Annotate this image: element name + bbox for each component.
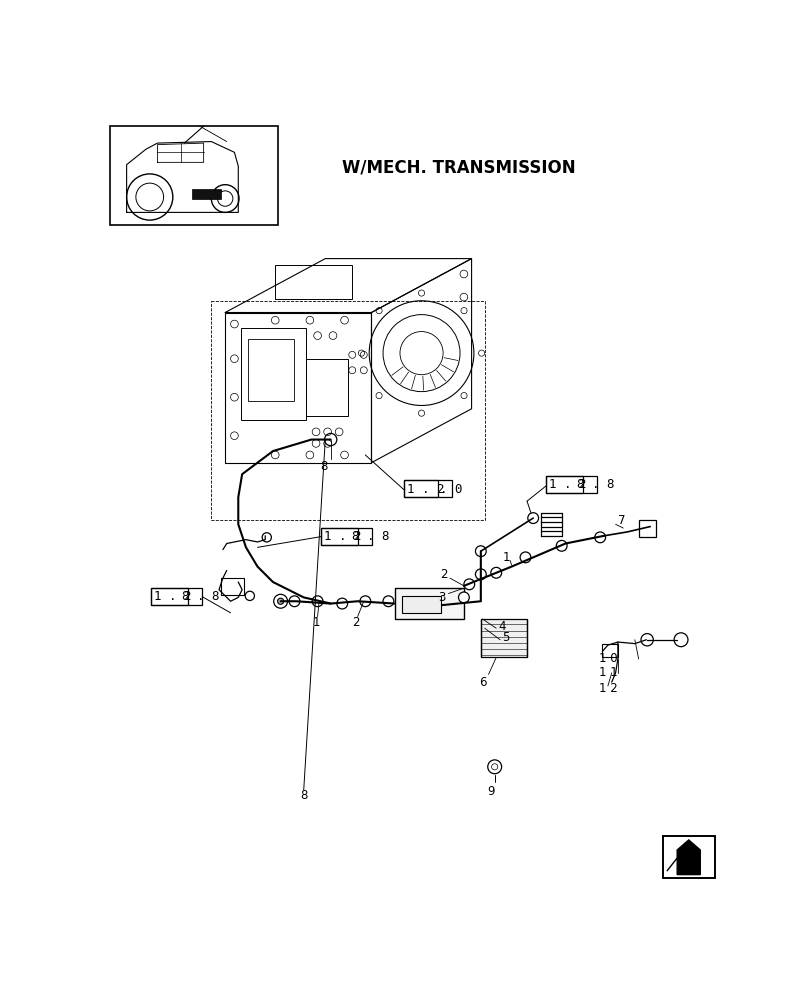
Text: 8 . 8: 8 . 8 bbox=[577, 478, 614, 491]
Text: 1: 1 bbox=[312, 616, 320, 629]
Circle shape bbox=[311, 596, 323, 607]
Circle shape bbox=[337, 598, 347, 609]
Text: 1 1: 1 1 bbox=[598, 666, 616, 679]
Bar bbox=[403, 480, 437, 497]
Text: 8 . 8: 8 . 8 bbox=[352, 530, 389, 543]
Bar bbox=[248, 339, 294, 401]
Bar bbox=[225, 312, 371, 463]
Circle shape bbox=[490, 567, 501, 578]
Text: . 0: . 0 bbox=[440, 483, 462, 496]
Bar bbox=[546, 476, 582, 493]
Bar bbox=[662, 836, 714, 878]
Circle shape bbox=[556, 540, 566, 551]
Text: 1 0: 1 0 bbox=[598, 652, 616, 666]
Bar bbox=[151, 588, 202, 605]
Circle shape bbox=[475, 569, 486, 580]
Bar bbox=[151, 588, 188, 605]
Text: 6: 6 bbox=[478, 676, 486, 689]
Bar bbox=[638, 520, 654, 537]
Bar bbox=[321, 528, 358, 545]
Circle shape bbox=[383, 596, 393, 607]
Bar bbox=[211, 301, 485, 520]
Text: W/MECH. TRANSMISSION: W/MECH. TRANSMISSION bbox=[341, 159, 575, 177]
Text: 1 . 2: 1 . 2 bbox=[548, 478, 586, 491]
Circle shape bbox=[594, 532, 605, 543]
Bar bbox=[221, 578, 243, 595]
Bar bbox=[321, 528, 371, 545]
Text: 2: 2 bbox=[440, 568, 447, 581]
Text: 5: 5 bbox=[502, 631, 509, 644]
Text: 2: 2 bbox=[352, 616, 359, 629]
Bar bbox=[192, 189, 221, 199]
Bar bbox=[546, 476, 596, 493]
Polygon shape bbox=[676, 840, 699, 875]
Bar bbox=[662, 836, 714, 878]
Text: 4: 4 bbox=[498, 620, 505, 633]
Circle shape bbox=[359, 596, 371, 607]
Text: 7: 7 bbox=[617, 514, 624, 527]
Circle shape bbox=[289, 596, 299, 607]
Text: 1: 1 bbox=[502, 551, 509, 564]
Bar bbox=[240, 328, 306, 420]
Bar bbox=[401, 596, 440, 613]
Text: 8: 8 bbox=[320, 460, 328, 473]
Bar bbox=[306, 359, 348, 416]
Text: 1 2: 1 2 bbox=[598, 682, 616, 695]
Text: 9: 9 bbox=[487, 785, 494, 798]
Text: 3: 3 bbox=[438, 591, 445, 604]
Bar bbox=[403, 480, 451, 497]
Circle shape bbox=[520, 552, 530, 563]
Bar bbox=[275, 265, 352, 299]
Bar bbox=[394, 588, 463, 619]
Text: 8 . 8: 8 . 8 bbox=[182, 590, 219, 603]
Bar bbox=[480, 619, 526, 657]
Circle shape bbox=[458, 592, 469, 603]
Circle shape bbox=[463, 579, 474, 590]
Text: 1 . 2: 1 . 2 bbox=[406, 483, 444, 496]
Circle shape bbox=[475, 546, 486, 557]
Text: 8: 8 bbox=[299, 789, 307, 802]
Bar bbox=[602, 644, 617, 657]
Text: 1 . 2: 1 . 2 bbox=[153, 590, 191, 603]
Circle shape bbox=[277, 598, 283, 604]
Bar bbox=[109, 126, 277, 225]
Text: 1 . 2: 1 . 2 bbox=[324, 530, 361, 543]
Polygon shape bbox=[667, 840, 699, 875]
